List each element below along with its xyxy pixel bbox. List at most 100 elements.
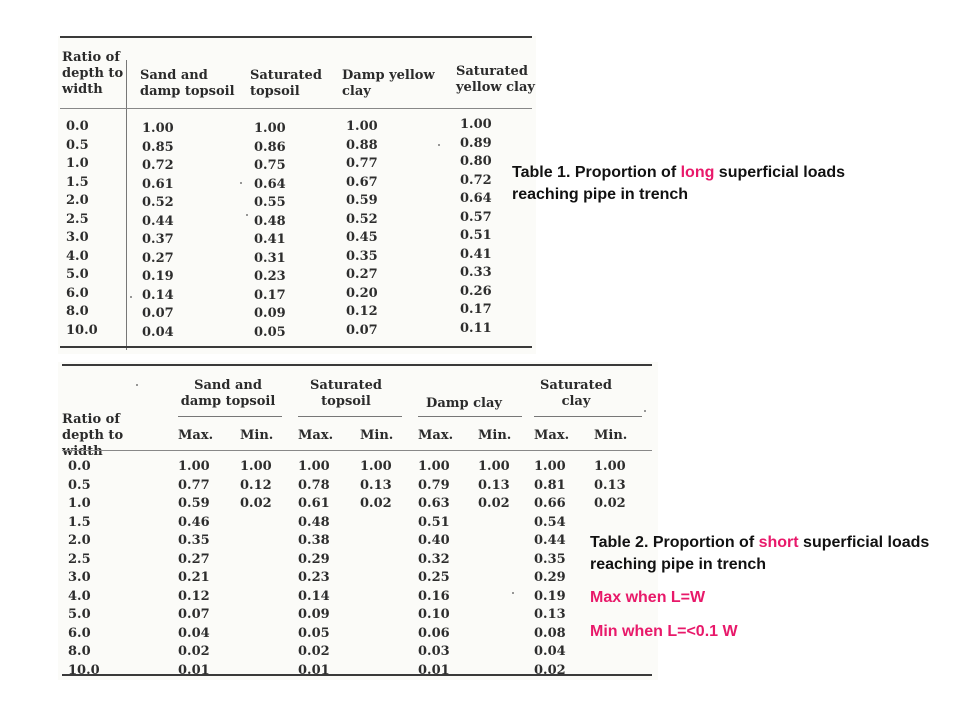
table2-cell: 0.13: [478, 477, 510, 493]
table2-cell: 0.38: [298, 533, 330, 548]
table2-cell: 0.61: [298, 496, 330, 511]
table1-cell: 0.33: [460, 265, 492, 280]
table2-cell: 0.48: [298, 514, 330, 530]
table1-cell: 0.26: [460, 283, 492, 299]
table1-caption-tail: superficial loads reaching pipe in trenc…: [512, 164, 846, 203]
table1-cell: 0.80: [460, 154, 492, 169]
table2-cell: 0.46: [178, 514, 210, 530]
table1-cell: 0.35: [346, 248, 378, 264]
table1-cell: 0.75: [254, 158, 286, 173]
table2-cell: 0.35: [534, 551, 566, 567]
table1-cell: 0.19: [142, 269, 174, 284]
table1-cell: 0.31: [254, 250, 286, 266]
table1-cell: 1.00: [142, 121, 174, 136]
table1-cell: 0.37: [142, 232, 174, 247]
table1-col-saturated-topsoil: 1.00 0.86 0.75 0.64 0.55 0.48 0.41 0.31 0.23 0.17…: [254, 120, 286, 342]
table2-cell: 0.02: [240, 496, 272, 511]
table2-cell: 0.12: [178, 588, 210, 604]
table2-cell: 0.19: [534, 588, 566, 604]
table2-cell: 0.63: [418, 496, 450, 511]
table2-cell: 0.25: [418, 570, 450, 585]
table1-top-rule: [60, 36, 532, 38]
table2-cell: 0.16: [418, 588, 450, 604]
scan-speck: [240, 182, 242, 184]
table1-cell: 0.55: [254, 195, 286, 210]
table2-cell: 2.0: [68, 533, 91, 548]
table1-cell: 0.77: [346, 156, 378, 171]
table1-column-divider: [126, 60, 127, 350]
table2-cell: 1.00: [418, 459, 450, 474]
table2-caption-lead: Table 2. Proportion of: [590, 534, 759, 551]
table2-cell: 0.02: [298, 644, 330, 659]
table1-col-sand: 1.00 0.85 0.72 0.61 0.52 0.44 0.37 0.27 0.19 0.14…: [142, 120, 174, 342]
table2-cell: 0.04: [534, 644, 566, 659]
table1-header-saturated-topsoil: Saturated topsoil: [250, 68, 322, 99]
table2-cell: 0.27: [178, 551, 210, 567]
table1-cell: 0.09: [254, 306, 286, 321]
table2-header-damp-clay: Damp clay: [426, 396, 502, 411]
table2-cell: 0.02: [360, 496, 392, 511]
table2-cell: 0.13: [594, 477, 626, 493]
table1-header-rule: [60, 108, 532, 109]
table2-sub-min: Min.: [478, 428, 512, 443]
table1-cell: 4.0: [66, 248, 89, 264]
table1-cell: 0.5: [66, 137, 89, 153]
table1-col-damp-yellow-clay: 1.00 0.88 0.77 0.67 0.59 0.52 0.45 0.35 0.27 0.20…: [346, 118, 378, 340]
table1-cell: 0.41: [460, 246, 492, 262]
scan-speck: [136, 384, 138, 386]
table2-cell: 0.81: [534, 477, 566, 493]
table2-sub-max: Max.: [534, 428, 570, 443]
table1-cell: 8.0: [66, 304, 89, 319]
table2-sub-min: Min.: [240, 428, 274, 443]
table2-bottom-rule: [62, 674, 652, 676]
table2-cell: 6.0: [68, 625, 91, 641]
table2-cell: 0.32: [418, 551, 450, 567]
scan-speck: [246, 214, 248, 216]
table2-cell: 0.12: [240, 477, 272, 493]
table2-group-rule: [298, 416, 402, 417]
table2-cell: 0.01: [298, 662, 330, 678]
table1-cell: 0.11: [460, 320, 492, 336]
table2-cell: 0.02: [534, 662, 566, 678]
table2-cell: 1.00: [360, 459, 392, 474]
table2-cell: 0.35: [178, 533, 210, 548]
table2-cell: 0.29: [534, 570, 566, 585]
table2-header-sand: Sand and damp topsoil: [180, 378, 276, 409]
table2-col-damp-clay-min: 1.00 0.13 0.02: [478, 458, 510, 514]
table2-cell: 0.10: [418, 607, 450, 622]
table1-cell: 0.59: [346, 193, 378, 208]
table1-cell: 3.0: [66, 230, 89, 245]
table2-cell: 1.00: [178, 459, 210, 474]
table1-cell: 0.12: [346, 304, 378, 319]
table2-cell: 1.5: [68, 514, 91, 530]
table1-cell: 0.52: [142, 195, 174, 210]
table1-header-sand: Sand and damp topsoil: [140, 68, 235, 99]
table2-cell: 1.0: [68, 496, 91, 511]
table1-scan: Ratio of depth to width Sand and damp to…: [58, 36, 536, 354]
table2-cell: 0.07: [178, 607, 210, 622]
table2-cell: 5.0: [68, 607, 91, 622]
table2-cell: 0.09: [298, 607, 330, 622]
table2-cell: 0.02: [478, 496, 510, 511]
table2-cell: 0.0: [68, 459, 91, 474]
table2-sub-max: Max.: [178, 428, 214, 443]
table2-col-saturated-topsoil-min: 1.00 0.13 0.02: [360, 458, 392, 514]
table1-cell: 0.72: [142, 158, 174, 173]
table2-sub-min: Min.: [360, 428, 394, 443]
min-note: Min when L=<0.1 W: [590, 623, 738, 640]
table2-cell: 0.79: [418, 477, 450, 493]
table2-cell: 0.77: [178, 477, 210, 493]
table1-cell: 0.72: [460, 172, 492, 188]
table2-header-saturated-clay: Saturated clay: [540, 378, 612, 409]
table1-cell: 0.14: [142, 287, 174, 303]
table2-header-saturated-topsoil: Saturated topsoil: [310, 378, 382, 409]
table2-caption: Table 2. Proportion of short superficial…: [590, 532, 940, 576]
table2-caption-accent: short: [758, 534, 799, 551]
scan-speck: [130, 296, 132, 298]
table1-cell: 0.57: [460, 209, 492, 225]
table1-caption-lead: Table 1. Proportion of: [512, 164, 681, 181]
table2-cell: 3.0: [68, 570, 91, 585]
table2-group-rule: [418, 416, 522, 417]
table1-col-saturated-yellow-clay: 1.00 0.89 0.80 0.72 0.64 0.57 0.51 0.41 0.33 0.26…: [460, 116, 492, 338]
table2-group-rule: [534, 416, 642, 417]
